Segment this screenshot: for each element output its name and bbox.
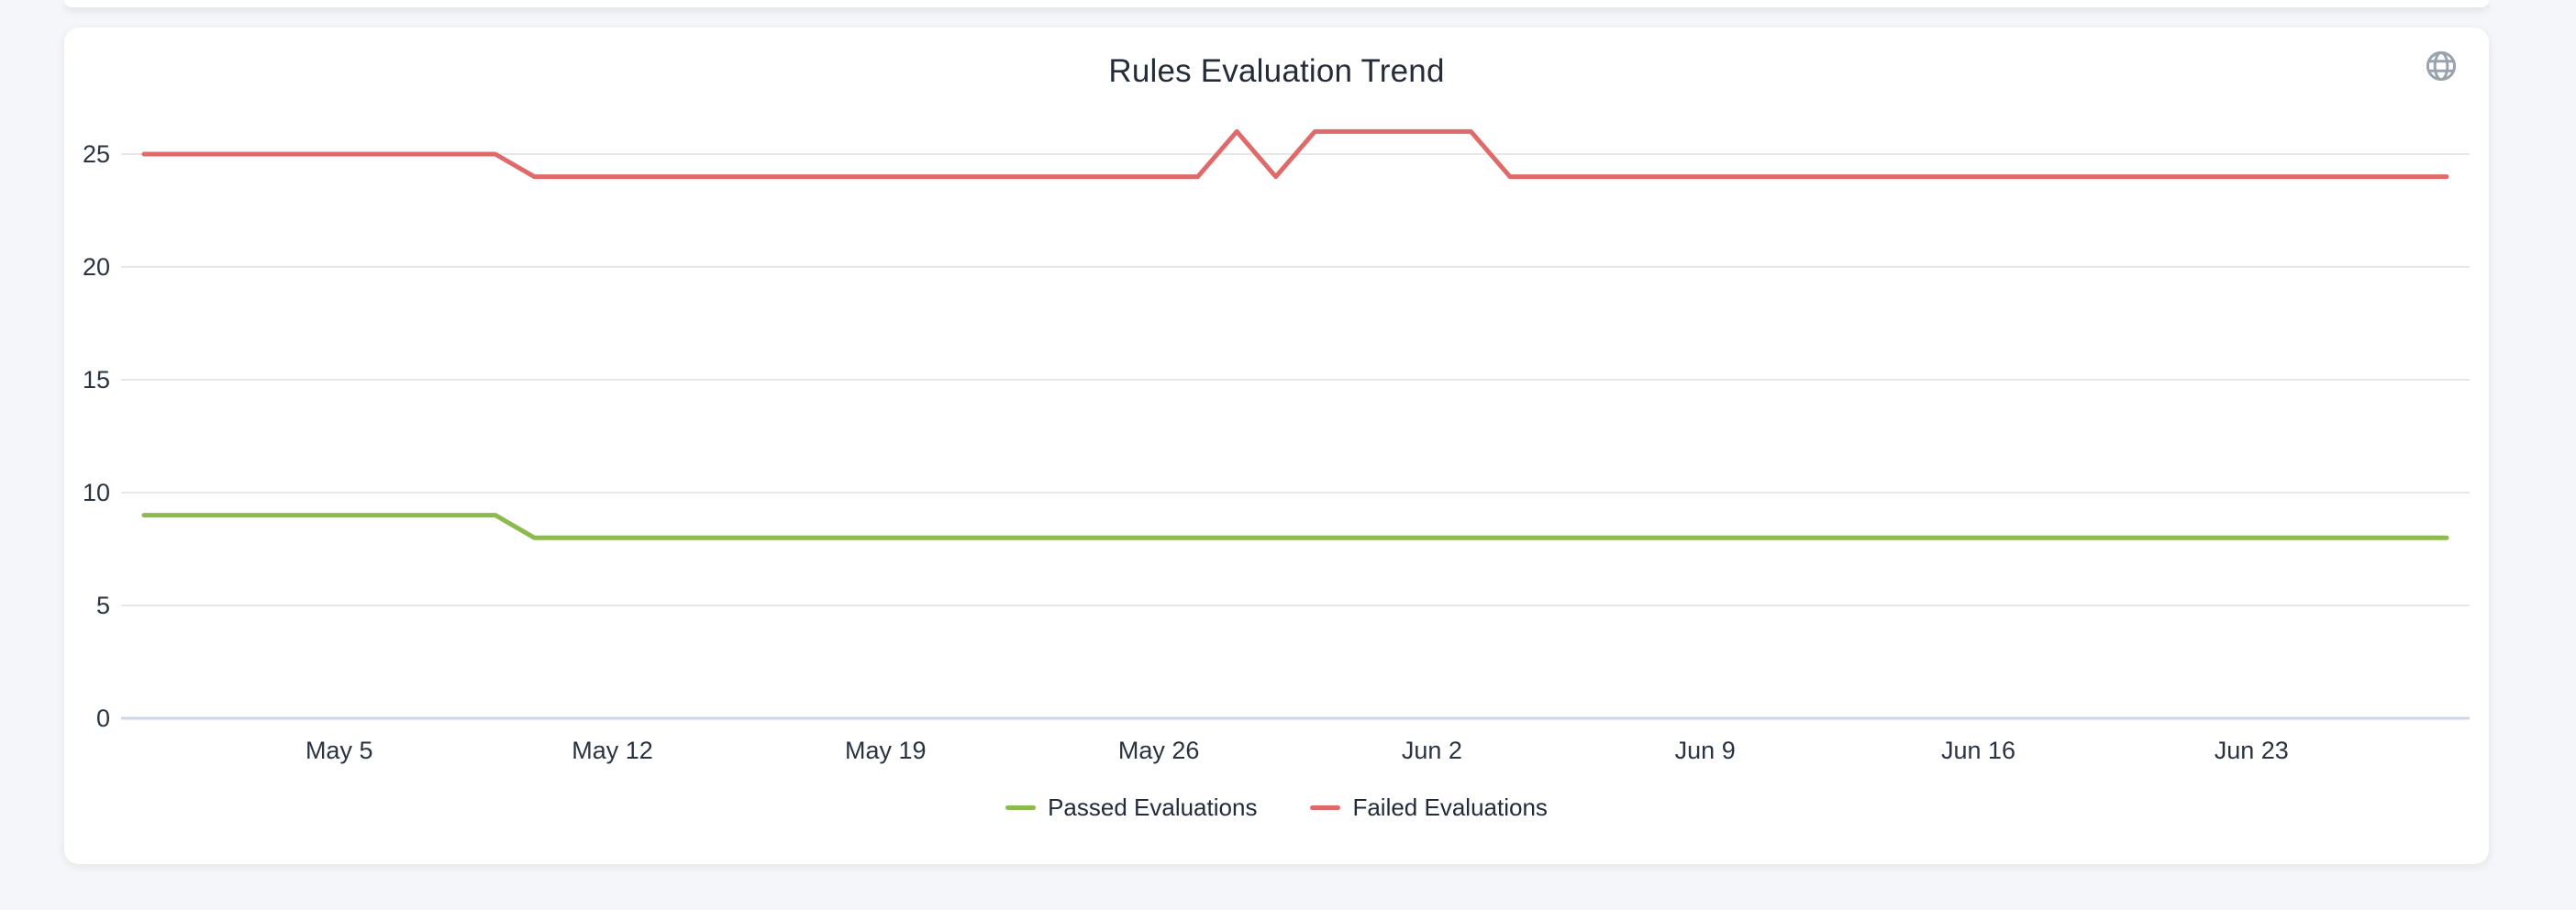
y-tick-label: 20 [83, 253, 110, 281]
legend-marker-icon [1310, 805, 1341, 810]
legend-label: Passed Evaluations [1048, 793, 1258, 821]
x-tick-label: May 5 [305, 737, 373, 764]
series-line-passed-evaluations[interactable] [141, 513, 2449, 540]
legend-label: Failed Evaluations [1352, 793, 1548, 821]
chart-legend: Passed Evaluations Failed Evaluations [64, 793, 2489, 822]
y-tick-label: 5 [96, 592, 110, 619]
y-tick-label: 10 [83, 479, 110, 506]
y-tick-label: 25 [83, 140, 110, 168]
series-line-failed-evaluations[interactable] [141, 128, 2449, 180]
globe-icon [2426, 50, 2457, 82]
y-tick-label: 0 [96, 705, 110, 732]
globe-button[interactable] [2421, 46, 2461, 86]
x-tick-label: Jun 16 [1941, 737, 2015, 764]
x-tick-label: May 26 [1118, 737, 1200, 764]
x-tick-label: May 12 [572, 737, 653, 764]
x-tick-label: Jun 2 [1402, 737, 1462, 764]
legend-item-passed-evaluations[interactable]: Passed Evaluations [1005, 793, 1257, 822]
x-tick-label: Jun 9 [1675, 737, 1736, 764]
x-tick-label: Jun 23 [2215, 737, 2289, 764]
x-tick-label: May 19 [845, 737, 927, 764]
previous-card-edge [64, 0, 2489, 7]
y-tick-label: 15 [83, 366, 110, 394]
chart-title: Rules Evaluation Trend [1108, 53, 1445, 89]
legend-item-failed-evaluations[interactable]: Failed Evaluations [1310, 793, 1548, 822]
trend-chart: 0 5 10 15 20 25 May 5 May 12 May 19 May 26 Jun 2 Ju… [83, 128, 2470, 764]
legend-marker-icon [1005, 805, 1037, 810]
chart-card: Rules Evaluation Trend 0 5 10 15 20 25 May 5 Ma… [64, 28, 2489, 864]
